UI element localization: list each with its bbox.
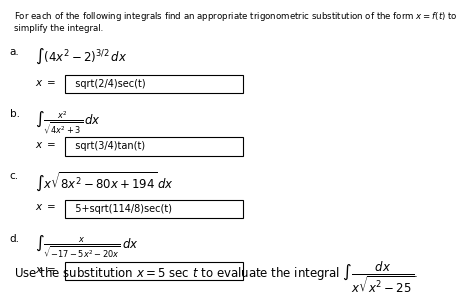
Text: Use the substitution $x = 5$ sec $t$ to evaluate the integral $\int \dfrac{dx}{x: Use the substitution $x = 5$ sec $t$ to … <box>14 260 418 295</box>
Text: sqrt(3/4)tan(t): sqrt(3/4)tan(t) <box>69 141 145 151</box>
Text: For each of the following integrals find an appropriate trigonometric substituti: For each of the following integrals find… <box>14 10 458 33</box>
Text: sqrt(2/4)sec(t): sqrt(2/4)sec(t) <box>69 79 146 89</box>
FancyBboxPatch shape <box>65 262 243 280</box>
Text: $x\ =$: $x\ =$ <box>35 140 57 150</box>
Text: 5+sqrt(114/8)sec(t): 5+sqrt(114/8)sec(t) <box>69 204 172 214</box>
Text: $x\ =$: $x\ =$ <box>35 78 57 88</box>
Text: d.: d. <box>10 234 20 244</box>
FancyBboxPatch shape <box>65 200 243 218</box>
FancyBboxPatch shape <box>65 137 243 156</box>
FancyBboxPatch shape <box>65 75 243 93</box>
Text: a.: a. <box>10 47 19 57</box>
Text: $x\ =$: $x\ =$ <box>35 202 57 213</box>
Text: $\int \frac{x^2}{\sqrt{4x^2+3}}\,dx$: $\int \frac{x^2}{\sqrt{4x^2+3}}\,dx$ <box>35 109 101 135</box>
Text: $\int x\sqrt{8x^2-80x+194}\,dx$: $\int x\sqrt{8x^2-80x+194}\,dx$ <box>35 171 174 194</box>
Text: $\int (4x^2-2)^{3/2}\,dx$: $\int (4x^2-2)^{3/2}\,dx$ <box>35 47 128 66</box>
Text: c.: c. <box>10 171 19 181</box>
Text: $\int \frac{x}{\sqrt{-17-5x^2-20x}}\,dx$: $\int \frac{x}{\sqrt{-17-5x^2-20x}}\,dx$ <box>35 234 139 260</box>
Text: b.: b. <box>10 109 20 119</box>
Text: $x\ =$: $x\ =$ <box>35 265 57 275</box>
